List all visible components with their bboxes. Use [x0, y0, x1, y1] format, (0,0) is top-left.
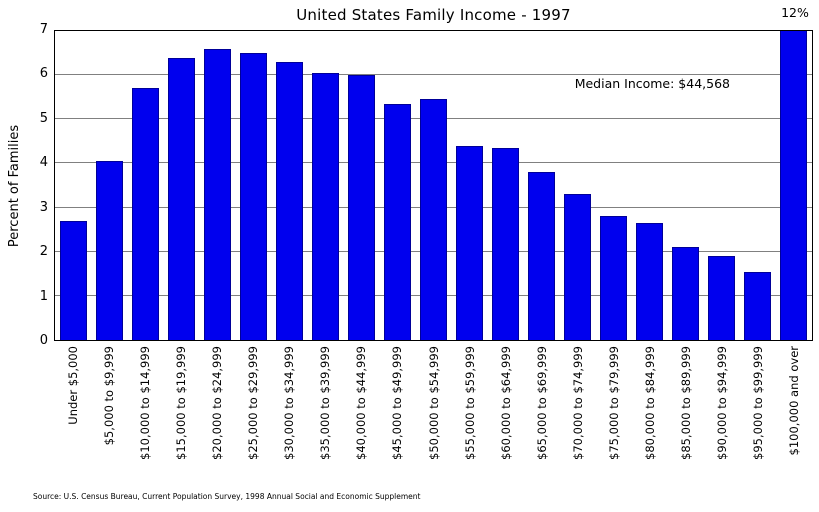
plot-area: Median Income: $44,568	[54, 30, 813, 341]
bar-16	[636, 223, 664, 340]
bar-0	[59, 220, 87, 340]
y-tick-label-6: 6	[39, 66, 48, 82]
x-tick-label-18: $90,000 to $94,999	[714, 346, 729, 460]
y-tick-label-4: 4	[39, 155, 48, 171]
x-tick-label-10: $50,000 to $54,999	[426, 346, 441, 460]
x-tick-label-6: $30,000 to $34,999	[282, 346, 297, 460]
x-tick-label-4: $20,000 to $24,999	[210, 346, 225, 460]
bar-20	[780, 31, 808, 340]
x-tick-label-16: $80,000 to $84,999	[642, 346, 657, 460]
x-tick-label-8: $40,000 to $44,999	[354, 346, 369, 460]
x-tick-label-7: $35,000 to $39,999	[318, 346, 333, 460]
bar-12	[492, 147, 520, 340]
y-tick-label-0: 0	[39, 333, 48, 348]
x-tick-label-20: $100,000 and over	[786, 346, 801, 456]
x-tick-label-1: $5,000 to $9,999	[102, 346, 117, 446]
x-tick-label-13: $65,000 to $69,999	[534, 346, 549, 460]
y-tick-label-7: 7	[39, 22, 48, 37]
x-tick-label-11: $55,000 to $59,999	[462, 346, 477, 460]
bar-15	[600, 216, 628, 340]
bar-19	[744, 271, 772, 340]
y-tick-label-3: 3	[39, 199, 48, 215]
y-axis-title: Percent of Families	[7, 124, 22, 248]
y-tick-label-5: 5	[39, 110, 48, 126]
x-tick-label-12: $60,000 to $64,999	[498, 346, 513, 460]
bar-17	[672, 247, 700, 340]
x-tick-label-9: $45,000 to $49,999	[390, 346, 405, 460]
x-tick-label-5: $25,000 to $29,999	[246, 346, 261, 460]
bar-11	[456, 145, 484, 340]
x-tick-label-3: $15,000 to $19,999	[174, 346, 189, 460]
bar-7	[311, 72, 339, 340]
source-note: Source: U.S. Census Bureau, Current Popu…	[33, 492, 421, 501]
chart-title: United States Family Income - 1997	[296, 6, 571, 24]
bar-5	[239, 53, 267, 340]
y-tick-label-2: 2	[39, 244, 48, 260]
bar-1	[95, 161, 123, 340]
bar-4	[203, 48, 231, 340]
x-tick-label-14: $70,000 to $74,999	[570, 346, 585, 460]
x-tick-label-15: $75,000 to $79,999	[606, 346, 621, 460]
y-tick-label-1: 1	[39, 288, 48, 304]
bar-14	[564, 194, 592, 340]
bar-2	[131, 88, 159, 340]
bar-18	[708, 256, 736, 340]
bar-13	[528, 172, 556, 340]
x-tick-label-19: $95,000 to $99,999	[750, 346, 765, 460]
bar-9	[383, 103, 411, 340]
median-income-annotation: Median Income: $44,568	[574, 76, 730, 91]
last-bar-value-label: 12%	[781, 5, 809, 20]
bar-8	[347, 75, 375, 340]
x-tick-label-0: Under $5,000	[66, 346, 81, 425]
bar-6	[275, 61, 303, 340]
gridline-y6	[55, 74, 812, 76]
x-tick-label-2: $10,000 to $14,999	[138, 346, 153, 460]
bar-3	[167, 57, 195, 340]
x-tick-label-17: $85,000 to $89,999	[678, 346, 693, 460]
bar-10	[420, 99, 447, 340]
